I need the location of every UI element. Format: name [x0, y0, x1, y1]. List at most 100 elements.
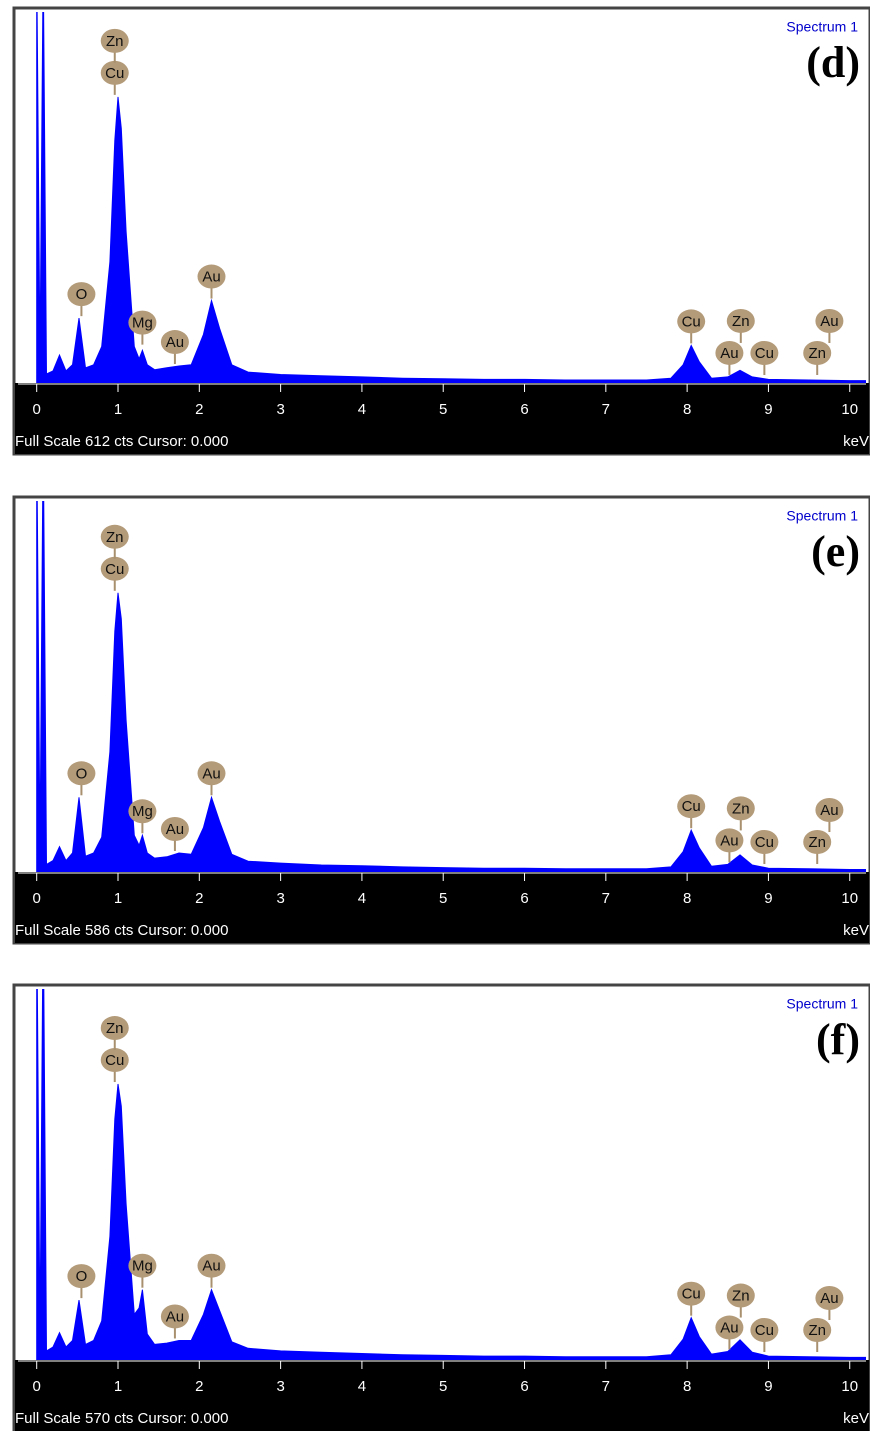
x-axis-label: keV: [843, 433, 869, 450]
peak-label-marker: [197, 761, 226, 786]
x-tick-label: 9: [764, 1378, 772, 1395]
peak-label: Cu: [100, 1048, 129, 1083]
peak-label-text: Au: [820, 802, 838, 819]
peak-label-marker: [128, 310, 157, 335]
footer: Full Scale 570 cts Cursor: 0.000: [15, 1410, 228, 1427]
peak-label: Mg: [128, 1253, 157, 1288]
peak-label-text: Cu: [755, 345, 774, 362]
x-tick-label: 8: [683, 401, 691, 418]
spectrum-title: Spectrum 1: [786, 996, 858, 1012]
peak-label-text: O: [76, 286, 88, 303]
peak-label-marker: [726, 1283, 755, 1308]
peak-label-marker: [100, 28, 129, 53]
peak-label-marker: [726, 308, 755, 333]
peak-label-marker: [100, 1048, 129, 1073]
x-tick-label: 10: [841, 401, 858, 418]
peak-label: Zn: [100, 28, 129, 63]
x-tick-label: 4: [358, 401, 366, 418]
peak-label: Au: [715, 340, 744, 375]
peak-label-text: Zn: [808, 834, 826, 851]
peak-label-marker: [803, 830, 832, 854]
peak-label: Au: [715, 1315, 744, 1350]
peak-label: Cu: [750, 830, 779, 864]
x-tick-label: 9: [764, 401, 772, 418]
x-tick-label: 0: [33, 401, 41, 418]
peak-label: Au: [815, 309, 844, 343]
x-tick-label: 5: [439, 890, 447, 907]
x-tick-label: 7: [602, 401, 610, 418]
peak-label-text: Zn: [808, 345, 826, 362]
peak-label: Zn: [726, 1283, 755, 1318]
peak-label-text: Au: [720, 832, 738, 849]
peak-label-marker: [67, 761, 96, 786]
peak-label-marker: [160, 817, 189, 842]
spectrum-panel: Spectrum 1 (f) O Cu Zn Mg Au Au Cu Au Cu Zn Zn Au 0 1 2 3…: [12, 983, 870, 1431]
peak-label-text: Au: [202, 269, 220, 286]
x-tick-label: 10: [841, 890, 858, 907]
peak-label: Cu: [750, 1318, 779, 1352]
peak-label-text: O: [76, 1268, 88, 1285]
peak-label: Zn: [803, 830, 832, 864]
peak-label-text: Zn: [106, 1020, 124, 1037]
peak-label-text: Zn: [732, 1288, 750, 1305]
x-tick-label: 3: [276, 1378, 284, 1395]
axis-strip: [15, 383, 869, 454]
peak-label-marker: [715, 340, 744, 365]
peak-label: Zn: [803, 1318, 832, 1352]
x-tick-label: 7: [602, 1378, 610, 1395]
peak-label-marker: [815, 1286, 844, 1310]
footer: Full Scale 586 cts Cursor: 0.000: [15, 922, 228, 939]
peak-label: Mg: [128, 310, 157, 345]
x-tick-label: 4: [358, 890, 366, 907]
peak-label-text: Zn: [106, 33, 124, 50]
peak-label: Au: [197, 1253, 226, 1288]
peak-label-marker: [677, 1281, 706, 1306]
spectrum-panel: Spectrum 1 (e) O Cu Zn Mg Au Au Cu Au Cu Zn Zn Au 0 1 2 3…: [12, 495, 870, 945]
peak-label-marker: [715, 1315, 744, 1340]
peak-label-marker: [815, 309, 844, 333]
peak-label-text: Cu: [682, 798, 701, 815]
peak-label: Cu: [750, 341, 779, 375]
peak-label: Au: [197, 264, 226, 299]
x-tick-label: 10: [841, 1378, 858, 1395]
peak-label: Au: [715, 828, 744, 863]
panel-label: (f): [816, 1015, 860, 1064]
x-tick-label: 1: [114, 890, 122, 907]
peak-label: Cu: [677, 794, 706, 829]
x-tick-label: 4: [358, 1378, 366, 1395]
peak-label-marker: [160, 330, 189, 355]
peak-label: Au: [815, 1286, 844, 1320]
peak-label: O: [67, 761, 96, 796]
peak-label: Zn: [803, 341, 832, 375]
peak-label-text: Au: [820, 313, 838, 330]
x-axis-label: keV: [843, 922, 869, 939]
peak-label-text: Au: [166, 1308, 184, 1325]
peak-label-text: Cu: [105, 65, 124, 82]
peak-label-text: Cu: [105, 561, 124, 578]
x-tick-label: 5: [439, 1378, 447, 1395]
peak-label-text: Mg: [132, 803, 153, 820]
peak-label-text: Au: [720, 345, 738, 362]
peak-label: Au: [197, 761, 226, 796]
peak-label: Cu: [100, 60, 129, 95]
peak-label-marker: [100, 556, 129, 581]
spectrum-area: [36, 501, 866, 872]
x-tick-label: 2: [195, 401, 203, 418]
spectrum-title: Spectrum 1: [786, 508, 858, 524]
x-tick-label: 5: [439, 401, 447, 418]
x-tick-label: 3: [276, 890, 284, 907]
peak-label-text: Cu: [682, 1286, 701, 1303]
peak-label-marker: [197, 1253, 226, 1278]
peak-label-text: Mg: [132, 315, 153, 332]
x-tick-label: 3: [276, 401, 284, 418]
axis-strip: [15, 1360, 869, 1431]
peak-label-text: Cu: [755, 834, 774, 851]
peak-label-marker: [160, 1304, 189, 1329]
peak-label-text: Au: [820, 1290, 838, 1307]
x-tick-label: 7: [602, 890, 610, 907]
peak-label-marker: [726, 796, 755, 821]
peak-label-marker: [715, 828, 744, 853]
peak-label-text: Cu: [682, 313, 701, 330]
